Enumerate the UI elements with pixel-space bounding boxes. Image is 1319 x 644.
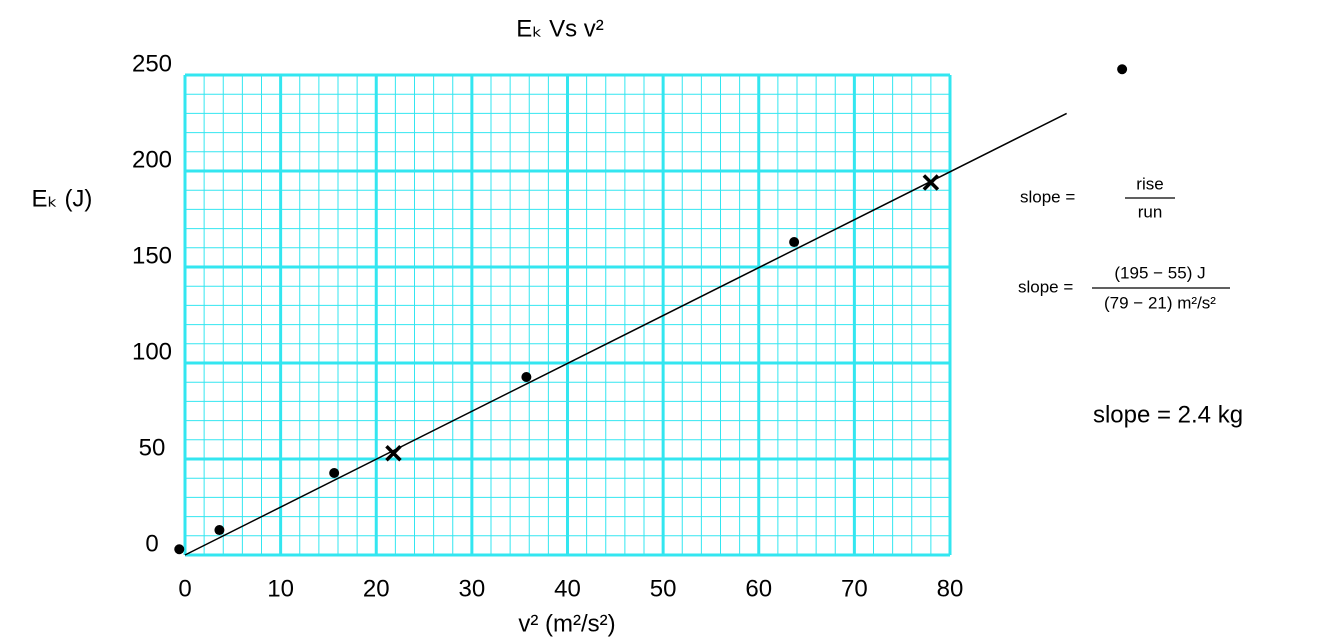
y-axis-label: Eₖ (J) [32,185,93,212]
data-point [1117,64,1128,75]
chosen-point [922,174,940,191]
slope-calc-den: (79 − 21) m²/s² [1104,293,1216,312]
slope-result: slope = 2.4 kg [1093,401,1243,428]
chart-title: Eₖ Vs v² [516,15,604,42]
y-tick-label: 150 [132,242,172,269]
x-tick-label: 0 [178,575,191,602]
slope-def-num: rise [1136,174,1163,193]
fit-line [184,112,1067,556]
x-tick-label: 80 [937,575,964,602]
x-tick-label: 60 [745,575,772,602]
y-tick-label: 100 [132,338,172,365]
y-tick-label: 200 [132,146,172,173]
x-axis-label: v² (m²/s²) [518,610,615,637]
data-point [174,544,185,555]
slope-calc-lhs: slope = [1018,277,1073,296]
slope-def-lhs: slope = [1020,187,1075,206]
x-tick-label: 70 [841,575,868,602]
y-tick-label: 250 [132,50,172,77]
x-tick-label: 20 [363,575,390,602]
y-tick-label: 50 [139,434,166,461]
x-tick-label: 10 [267,575,294,602]
data-point [789,237,800,248]
data-point [329,468,340,479]
chosen-point [385,445,402,462]
x-stroke [922,174,940,191]
x-tick-label: 50 [650,575,677,602]
x-tick-label: 30 [459,575,486,602]
slope-calc-num: (195 − 55) J [1114,263,1205,282]
y-tick-label: 0 [145,530,158,557]
x-tick-label: 40 [554,575,581,602]
x-stroke [385,445,402,462]
data-point [521,372,532,383]
slope-def-den: run [1138,202,1163,221]
data-point [214,525,225,536]
